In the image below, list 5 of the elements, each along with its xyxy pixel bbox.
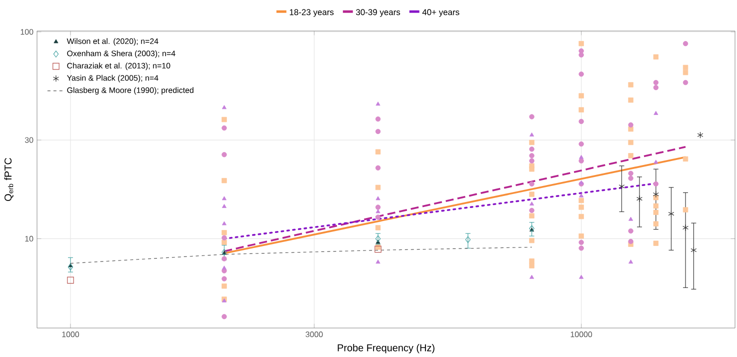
x-axis-title: Probe Frequency (Hz) <box>338 344 434 354</box>
legend-label: 40+ years <box>422 9 460 17</box>
y-axis-title: Q$_{erb}$ fPTC <box>4 158 14 201</box>
legend-label: 18-23 years <box>290 9 334 17</box>
legend-label: 30-39 years <box>356 9 400 17</box>
